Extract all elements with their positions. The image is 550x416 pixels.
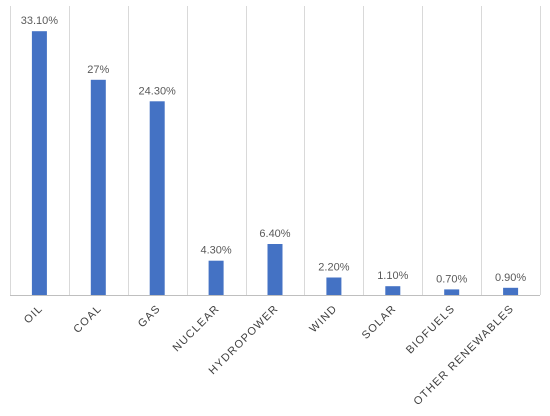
bar-biofuels — [444, 289, 460, 295]
category-label-gas: GAS — [136, 303, 163, 330]
bar-coal — [90, 79, 106, 295]
data-label-wind: 2.20% — [318, 262, 349, 274]
bar-gas — [149, 101, 165, 295]
data-label-coal: 27% — [87, 64, 109, 76]
bar-other-renewables — [503, 287, 519, 295]
category-label-other-renewables: OTHER RENEWABLES — [412, 303, 517, 408]
data-labels: 33.10% 27% 24.30% 4.30% 6.40% 2.20% 1.10% 0.70%… — [21, 15, 527, 285]
category-label-solar: SOLAR — [360, 303, 399, 342]
bar-oil — [31, 31, 47, 295]
bar-hydropower — [267, 244, 283, 295]
data-label-hydropower: 6.40% — [259, 228, 290, 240]
category-label-wind: WIND — [307, 303, 340, 336]
data-label-gas: 24.30% — [139, 85, 177, 97]
data-label-biofuels: 0.70% — [436, 273, 467, 285]
gridlines — [10, 6, 541, 296]
data-label-other-renewables: 0.90% — [495, 272, 526, 284]
bar-solar — [385, 286, 401, 295]
bars — [31, 31, 519, 295]
data-label-nuclear: 4.30% — [200, 245, 231, 257]
category-label-oil: OIL — [22, 303, 46, 327]
data-label-solar: 1.10% — [377, 270, 408, 282]
bar-wind — [326, 277, 342, 295]
category-label-coal: COAL — [71, 303, 104, 336]
data-label-oil: 33.10% — [21, 15, 59, 27]
category-label-biofuels: BIOFUELS — [404, 303, 458, 357]
bar-nuclear — [208, 260, 224, 295]
category-label-nuclear: NUCLEAR — [171, 303, 223, 355]
